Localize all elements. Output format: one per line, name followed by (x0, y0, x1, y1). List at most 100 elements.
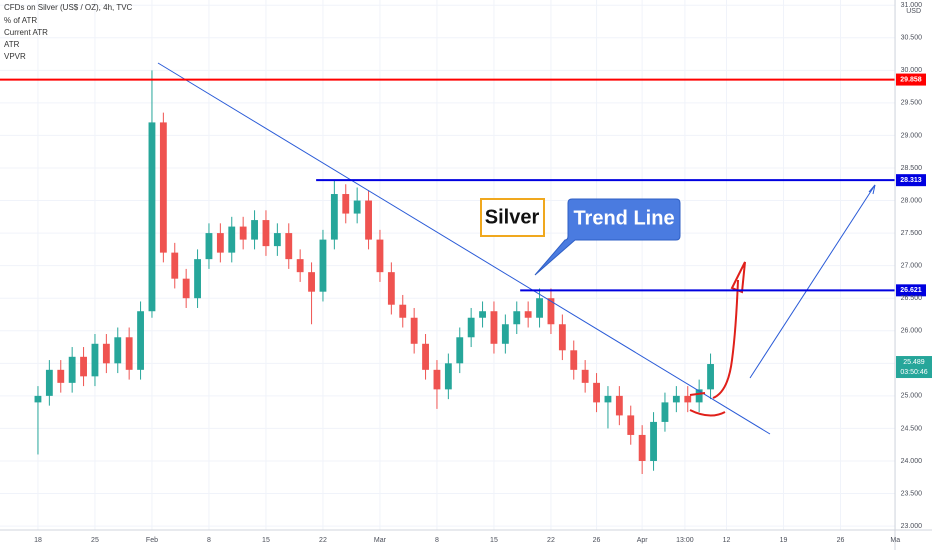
y-tick-label: 26.000 (901, 328, 923, 335)
x-tick-label: 19 (780, 537, 788, 544)
candle-body (672, 395, 680, 403)
candle-body (80, 356, 87, 377)
y-tick-label: 24.000 (901, 458, 923, 465)
candle-body (513, 311, 521, 325)
countdown: 03:50:46 (900, 369, 927, 376)
y-tick-label: 27.500 (901, 230, 923, 237)
x-tick-label: Ma (890, 537, 900, 544)
candle-body (581, 369, 589, 383)
candle-body (524, 311, 532, 318)
candle-body (422, 343, 429, 370)
x-tick-label: 8 (435, 537, 439, 544)
y-tick-label: 23.000 (901, 523, 923, 530)
x-tick-label: 8 (207, 537, 211, 544)
y-tick-label: 24.500 (901, 425, 923, 432)
candle-body (353, 200, 361, 214)
y-tick-label: 28.500 (901, 165, 923, 172)
x-tick-label: 22 (319, 537, 327, 544)
candle-body (285, 233, 293, 260)
indicator: Current ATR (4, 28, 48, 37)
candle-body (661, 402, 669, 422)
price-label-bg (896, 174, 926, 187)
candle-body (34, 395, 42, 403)
candle-body (593, 382, 600, 403)
axes: 23.00023.50024.00024.50025.00025.50026.0… (34, 2, 932, 544)
trend-line-callout (534, 198, 681, 276)
price-label-bg (896, 284, 926, 297)
x-tick-label: Apr (637, 537, 649, 544)
candle-body (501, 324, 509, 344)
candle-body (68, 356, 76, 383)
y-tick-label: 29.500 (901, 100, 923, 107)
candle-body (490, 311, 498, 344)
candle-body (547, 298, 555, 325)
projection-arrowhead (868, 184, 876, 195)
candle-body (638, 434, 646, 461)
candle-body (251, 220, 258, 240)
candle-body (536, 298, 543, 318)
indicator: % of ATR (4, 16, 37, 25)
y-tick-label: 28.000 (901, 197, 923, 204)
base-curve (689, 409, 726, 417)
price-label: 29.858 (900, 76, 922, 83)
candle-body (239, 226, 247, 240)
chart-title: CFDs on Silver (US$ / OZ), 4h, TVC (4, 3, 133, 12)
candle-body (148, 122, 156, 312)
candle-body (159, 122, 167, 253)
y-tick-label: 29.000 (901, 132, 923, 139)
x-tick-label: Mar (374, 537, 387, 544)
candle-body (216, 233, 224, 253)
candle-body (456, 337, 464, 364)
trend-line-label: Trend Line (573, 207, 674, 229)
candle-body (125, 337, 133, 370)
candle-body (684, 395, 692, 403)
currency: USD (906, 8, 921, 15)
price-label-bg (896, 73, 926, 86)
candles (34, 70, 714, 475)
x-tick-label: 13:00 (676, 537, 694, 544)
indicator: VPVR (4, 52, 26, 61)
indicator: ATR (4, 40, 20, 49)
y-tick-label: 23.500 (901, 490, 923, 497)
x-tick-label: 26 (593, 537, 601, 544)
candle-body (137, 311, 144, 370)
y-tick-label: 27.000 (901, 262, 923, 269)
y-tick-label: 30.000 (901, 67, 923, 74)
candle-body (365, 200, 372, 240)
candle-body (91, 343, 99, 377)
y-tick-label: 31.000 (901, 2, 923, 9)
candle-body (273, 233, 281, 247)
candle-body (205, 233, 213, 260)
candle-body (433, 369, 441, 390)
x-tick-label: 25 (91, 537, 99, 544)
candle-body (558, 324, 566, 351)
y-tick-label: 26.500 (901, 295, 923, 302)
price-label: 28.313 (900, 177, 922, 184)
y-tick-label: 30.500 (901, 35, 923, 42)
candle-body (102, 343, 110, 364)
candle-body (399, 304, 407, 318)
last-price-label: 25.489 (903, 359, 925, 366)
candle-body (467, 317, 475, 338)
price-label: 26.621 (900, 287, 922, 294)
candle-body (45, 369, 53, 396)
candle-body (410, 317, 418, 344)
candle-body (194, 259, 201, 299)
candle-body (650, 421, 657, 461)
candle-body (262, 220, 270, 247)
red-tick (689, 392, 706, 396)
candle-body (707, 364, 714, 390)
silver-callout (480, 198, 545, 237)
candle-body (695, 389, 703, 403)
candle-body (308, 272, 315, 292)
candle-body (296, 259, 304, 273)
candle-body (342, 194, 350, 214)
trend-line (157, 62, 771, 435)
candle-body (479, 311, 486, 318)
x-tick-label: 12 (723, 537, 731, 544)
x-tick-label: 15 (490, 537, 498, 544)
candle-body (570, 350, 578, 370)
candle-body (444, 363, 452, 390)
candle-body (228, 226, 236, 253)
